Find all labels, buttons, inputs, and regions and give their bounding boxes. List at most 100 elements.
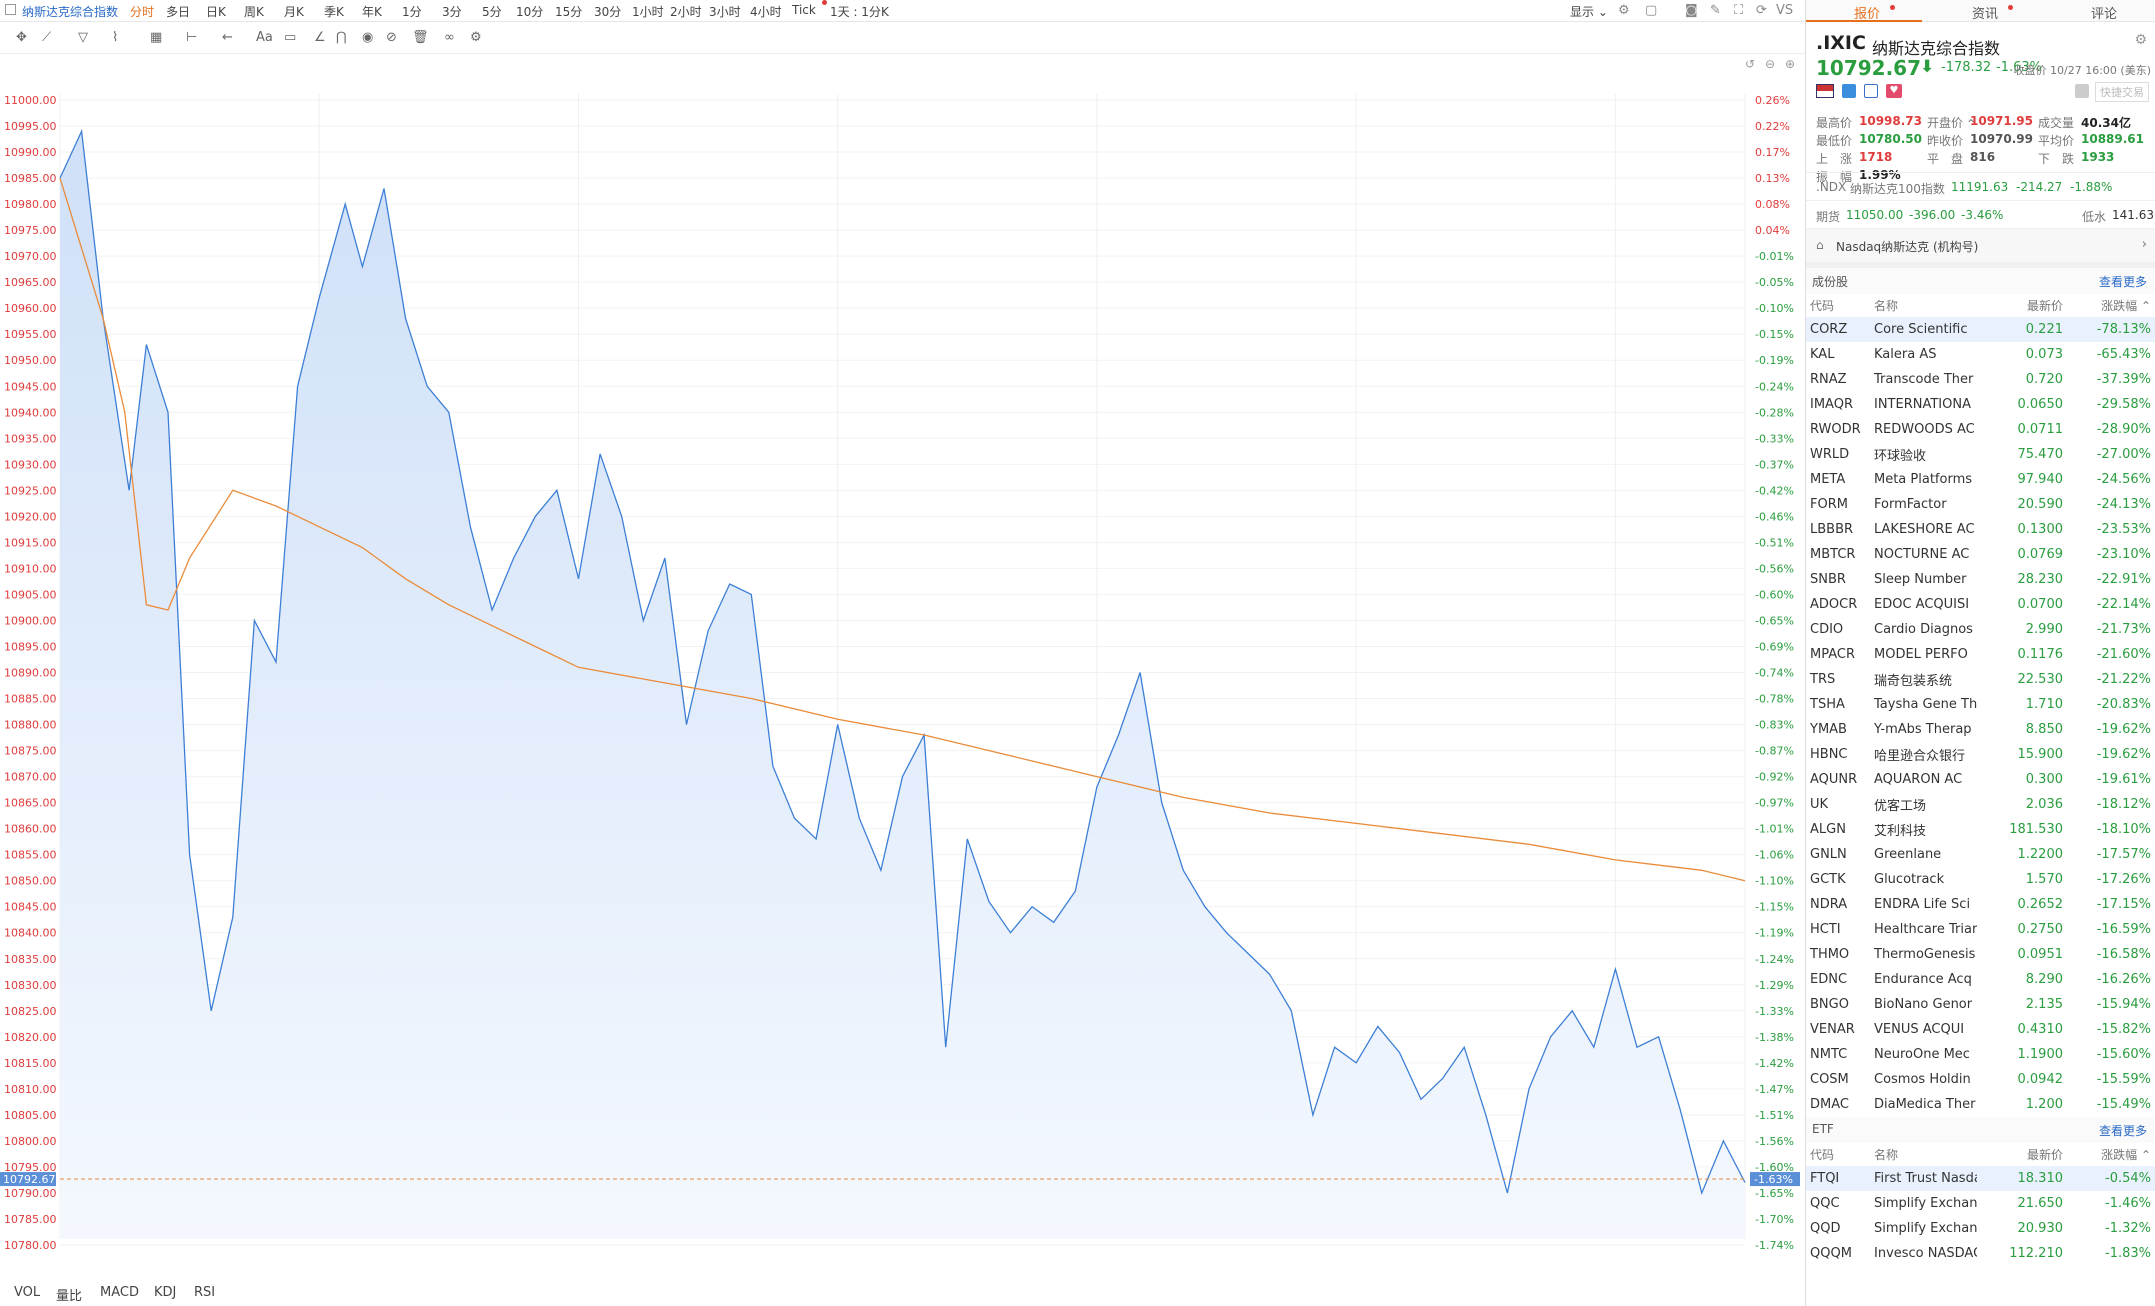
etf-more-link[interactable]: 查看更多: [2098, 1124, 2147, 1138]
collapse-icon[interactable]: ⌃: [1966, 117, 1977, 131]
channel-tool-icon[interactable]: ▽: [78, 30, 88, 45]
table-row[interactable]: AQUNR AQUARON AC 0.300 -19.61%: [1806, 767, 2155, 792]
tab-0[interactable]: 报价: [1854, 7, 1881, 22]
camera-icon[interactable]: ◙: [1685, 3, 1698, 18]
text-tool-icon[interactable]: Aa: [256, 30, 273, 45]
col-header[interactable]: 名称: [1874, 299, 1899, 313]
col-header[interactable]: 最新价: [2026, 299, 2063, 313]
table-row[interactable]: META Meta Platforms 97.940 -24.56%: [1806, 467, 2155, 492]
layout-icon[interactable]: ▢: [1645, 3, 1658, 18]
period-9[interactable]: 5分: [482, 5, 502, 19]
period-10[interactable]: 10分: [516, 5, 544, 19]
period-16[interactable]: 4小时: [750, 5, 782, 19]
period-11[interactable]: 15分: [555, 5, 583, 19]
table-row[interactable]: GNLN Greenlane 1.2200 -17.57%: [1806, 842, 2155, 867]
vs-button[interactable]: VS: [1776, 3, 1794, 18]
indicator-vol[interactable]: VOL: [14, 1285, 41, 1300]
nasdaq-link[interactable]: ⌂ Nasdaq纳斯达克 (机构号) ›: [1806, 228, 2155, 262]
table-row[interactable]: COSM Cosmos Holdin 0.0942 -15.59%: [1806, 1067, 2155, 1092]
period-0[interactable]: 分时: [130, 5, 155, 19]
grid-tool-icon[interactable]: ▦: [150, 30, 163, 45]
period-13[interactable]: 1小时: [632, 5, 664, 19]
period-3[interactable]: 周K: [244, 5, 264, 19]
line-tool-icon[interactable]: ⟋: [42, 30, 52, 45]
checkbox-icon[interactable]: [5, 4, 16, 19]
chart-svg[interactable]: 11000.00 0.26% 10995.00 0.22% 10990.00 0.17% 1…: [0, 54, 1805, 1273]
table-row[interactable]: MBTCR NOCTURNE AC 0.0769 -23.10%: [1806, 542, 2155, 567]
table-row[interactable]: NDRA ENDRA Life Sci 0.2652 -17.15%: [1806, 892, 2155, 917]
app-icon[interactable]: [1842, 84, 1856, 98]
period-6[interactable]: 年K: [362, 5, 382, 19]
tab-1[interactable]: 资讯: [1972, 7, 1999, 22]
brush-icon[interactable]: ✎: [1710, 3, 1721, 18]
components-more-link[interactable]: 查看更多: [2098, 275, 2147, 289]
table-row[interactable]: ADOCR EDOC ACQUISI 0.0700 -22.14%: [1806, 592, 2155, 617]
table-row[interactable]: WRLD 环球验收 75.470 -27.00%: [1806, 442, 2155, 467]
col-header[interactable]: 代码: [1810, 1148, 1835, 1162]
col-header[interactable]: 涨跌幅 ⌃: [2101, 1148, 2151, 1162]
period-18[interactable]: 1天 : 1分K: [830, 5, 889, 19]
period-8[interactable]: 3分: [442, 5, 462, 19]
table-row[interactable]: KAL Kalera AS 0.073 -65.43%: [1806, 342, 2155, 367]
settings-icon[interactable]: ⚙: [1618, 3, 1630, 18]
table-row[interactable]: THMO ThermoGenesis 0.0951 -16.58%: [1806, 942, 2155, 967]
hide-icon[interactable]: ⊘: [386, 30, 397, 45]
zoom-out-icon[interactable]: ⊖: [1765, 57, 1775, 71]
ndx-row[interactable]: .NDX 纳斯达克100指数 11191.63 -214.27 -1.88%: [1806, 172, 2155, 200]
symbol-label[interactable]: 纳斯达克综合指数: [22, 5, 119, 19]
display-dropdown[interactable]: 显示 ⌄: [1570, 5, 1608, 19]
table-row[interactable]: RNAZ Transcode Ther 0.720 -37.39%: [1806, 367, 2155, 392]
quick-trade-button[interactable]: 快捷交易: [2095, 82, 2149, 102]
col-header[interactable]: 代码: [1810, 299, 1835, 313]
table-row[interactable]: GCTK Glucotrack 1.570 -17.26%: [1806, 867, 2155, 892]
col-header[interactable]: 名称: [1874, 1148, 1899, 1162]
intraday-chart[interactable]: 11000.00 0.26% 10995.00 0.22% 10990.00 0.17% 1…: [0, 54, 1805, 1273]
table-row[interactable]: HBNC 哈里逊合众银行 15.900 -19.62%: [1806, 742, 2155, 767]
pen-icon[interactable]: ∠: [314, 30, 326, 45]
fib-tool-icon[interactable]: ⊢: [186, 30, 198, 45]
table-row[interactable]: YMAB Y-mAbs Therap 8.850 -19.62%: [1806, 717, 2155, 742]
table-row[interactable]: MPACR MODEL PERFO 0.1176 -21.60%: [1806, 642, 2155, 667]
table-row[interactable]: QQC Simplify Exchange 21.650 -1.46%: [1806, 1191, 2155, 1216]
table-row[interactable]: BNGO BioNano Genor 2.135 -15.94%: [1806, 992, 2155, 1017]
favorite-icon[interactable]: ♥: [1886, 84, 1902, 98]
sync-icon[interactable]: ⟳: [1756, 3, 1767, 18]
indicator-kdj[interactable]: KDJ: [154, 1285, 177, 1300]
table-row[interactable]: DMAC DiaMedica Ther 1.200 -15.49%: [1806, 1092, 2155, 1117]
tab-2[interactable]: 评论: [2091, 7, 2118, 22]
gear-icon[interactable]: ⚙: [2134, 32, 2147, 48]
period-12[interactable]: 30分: [594, 5, 622, 19]
wave-tool-icon[interactable]: ⌇: [112, 30, 119, 45]
period-14[interactable]: 2小时: [670, 5, 702, 19]
table-row[interactable]: QQQM Invesco NASDAQ 112.210 -1.83%: [1806, 1241, 2155, 1266]
arrow-tool-icon[interactable]: ←: [222, 30, 233, 45]
table-row[interactable]: FORM FormFactor 20.590 -24.13%: [1806, 492, 2155, 517]
table-row[interactable]: FTQI First Trust Nasda 18.310 -0.54%: [1806, 1166, 2155, 1191]
indicator-rsi[interactable]: RSI: [194, 1285, 216, 1300]
col-header[interactable]: 最新价: [2026, 1148, 2063, 1162]
indicator-量比[interactable]: 量比: [56, 1289, 83, 1304]
table-row[interactable]: RWODR REDWOODS AC 0.0711 -28.90%: [1806, 417, 2155, 442]
bell-icon[interactable]: [2075, 84, 2089, 98]
table-row[interactable]: CORZ Core Scientific 0.221 -78.13%: [1806, 317, 2155, 342]
fullscreen-icon[interactable]: ⛶: [1734, 3, 1744, 18]
crosshair-icon[interactable]: ✥: [16, 30, 27, 45]
table-row[interactable]: EDNC Endurance Acq 8.290 -16.26%: [1806, 967, 2155, 992]
table-row[interactable]: QQD Simplify Exchange 20.930 -1.32%: [1806, 1216, 2155, 1241]
table-row[interactable]: HCTI Healthcare Triar 0.2750 -16.59%: [1806, 917, 2155, 942]
futures-row[interactable]: 期货 11050.00 -396.00 -3.46% 低水 141.63: [1806, 200, 2155, 228]
doc-icon[interactable]: [1864, 84, 1878, 98]
reset-icon[interactable]: ↺: [1745, 57, 1755, 71]
note-tool-icon[interactable]: ▭: [284, 30, 297, 45]
period-17[interactable]: Tick: [792, 3, 816, 17]
table-row[interactable]: TRS 瑞奇包装系统 22.530 -21.22%: [1806, 667, 2155, 692]
eye-icon[interactable]: ◉: [362, 30, 374, 45]
table-row[interactable]: ALGN 艾利科技 181.530 -18.10%: [1806, 817, 2155, 842]
link-icon[interactable]: ∞: [444, 30, 455, 45]
col-header[interactable]: 涨跌幅 ⌃: [2101, 299, 2151, 313]
table-row[interactable]: NMTC NeuroOne Mec 1.1900 -15.60%: [1806, 1042, 2155, 1067]
magnet-icon[interactable]: ⋂: [336, 30, 347, 45]
period-4[interactable]: 月K: [284, 5, 304, 19]
period-15[interactable]: 3小时: [709, 5, 741, 19]
settings-icon[interactable]: ⚙: [470, 30, 482, 45]
